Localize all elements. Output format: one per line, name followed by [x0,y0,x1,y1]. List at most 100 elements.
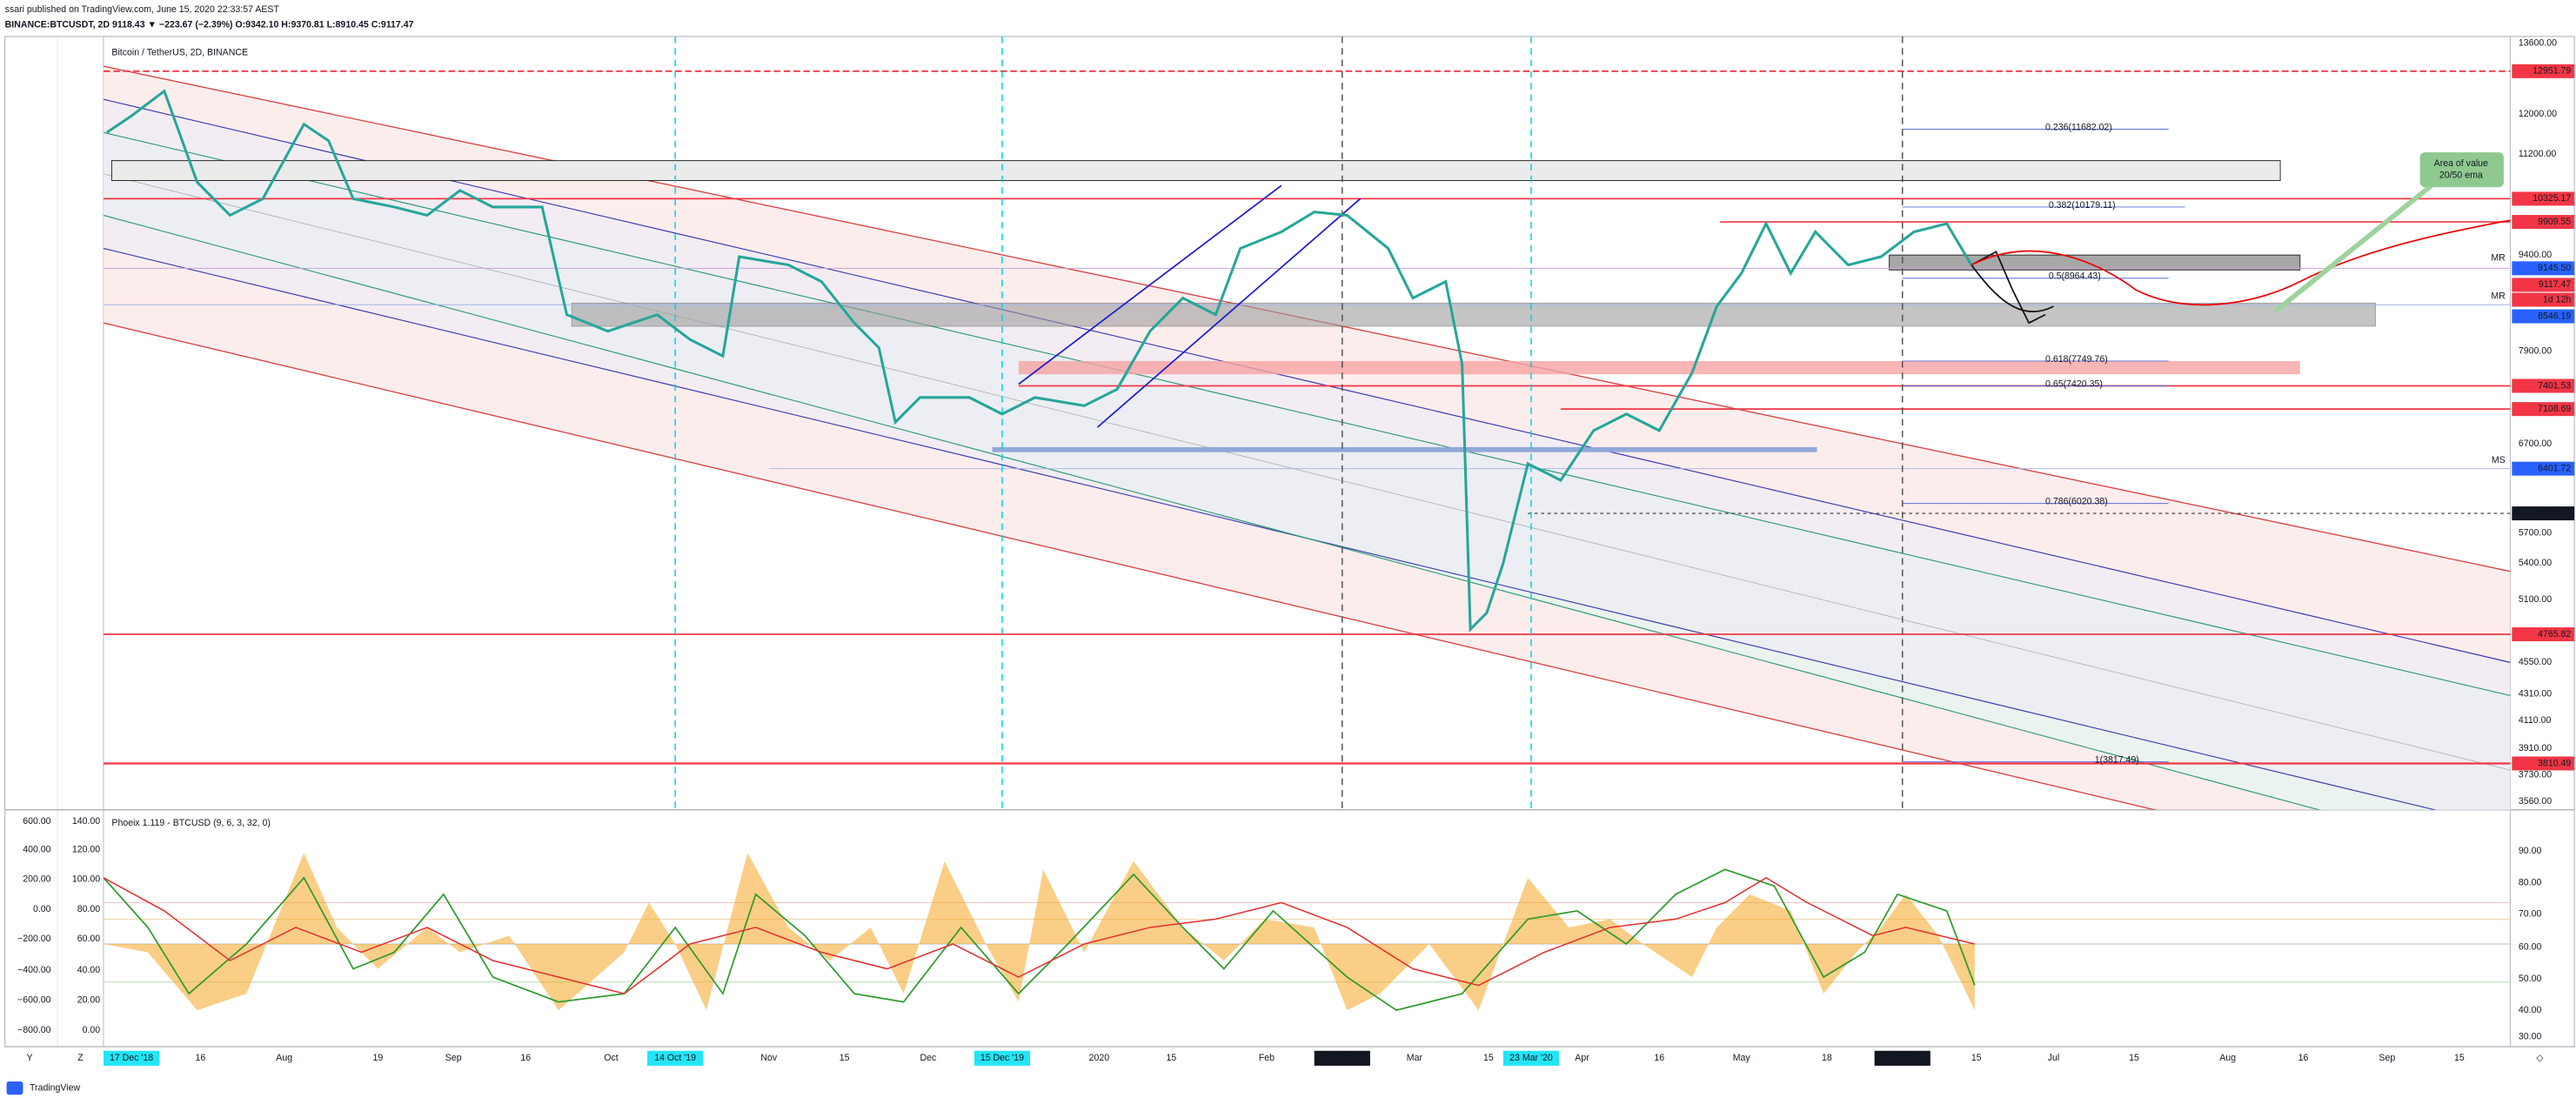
time-axis-label: 19 [372,1053,383,1063]
logo [6,1081,23,1095]
price-axis-label: 5100.00 [2519,594,2552,605]
settings-icon[interactable]: ◇ [2536,1053,2544,1063]
toolbar-button[interactable]: Y [26,1053,32,1063]
price-tag [2512,215,2575,230]
price-tag [2512,191,2575,206]
price-tag-label: 10325.17 [2533,193,2571,204]
toolbar-button[interactable]: Z [77,1053,84,1063]
time-axis-label: Aug [2219,1053,2236,1063]
indicator-axis-label: 0.00 [83,1025,101,1035]
time-axis-label: 15 [1167,1053,1177,1063]
price-tag [2512,506,2575,521]
channel-line [103,322,2158,810]
time-axis-label: 15 [2454,1053,2465,1063]
time-axis-label: Feb [1259,1053,1275,1063]
price-axis-label: 4110.00 [2519,715,2552,726]
indicator-axis-label: 20.00 [77,994,101,1005]
price-tag [2512,261,2575,276]
price-tag-label: 8546.19 [2538,311,2571,321]
time-highlight [103,1050,160,1066]
price-axis-label: 5700.00 [2519,528,2552,539]
price-candles [105,89,1973,633]
price-tag-label: 3810.49 [2538,758,2571,768]
ema-projection [1970,219,2511,306]
price-tag [2512,756,2575,771]
price-axis-label: 9400.00 [2519,250,2552,260]
zone [1889,254,2301,271]
zone [571,302,2376,327]
indicator-axis-label: 50.00 [2519,974,2542,984]
price-tag-label: 5937.58 [2538,508,2571,519]
price-axis-label: 11200.00 [2519,149,2556,159]
fib-label: 0.786(6020.38) [2045,497,2108,507]
indicator-axis-label: 80.00 [2519,877,2542,887]
price-axis-label: 5400.00 [2519,558,2552,568]
time-axis-label: 17 Dec '18 [110,1053,153,1063]
time-axis-label: 18 [1822,1053,1832,1063]
time-axis-label: 16 [520,1053,531,1063]
time-axis-label: 15 Dec '19 [980,1053,1024,1063]
time-axis-label: Sep [2379,1053,2395,1063]
price-axis-label: 7900.00 [2519,345,2552,356]
annotation-arrow [2273,183,2433,314]
price-tag [2512,402,2575,417]
price-tag [2512,309,2575,324]
indicator-axis-label: 100.00 [72,874,100,885]
fib-label: 0.382(10179.11) [2049,200,2116,211]
price-tag-label: 9909.55 [2538,217,2571,227]
time-axis-label: 23 Mar '20 [1509,1053,1553,1063]
level-marker: MR [2491,253,2506,264]
time-axis-label: 15 [1971,1053,1982,1063]
price-tag-label: 6401.72 [2538,463,2571,473]
indicator-axis-label: 40.00 [77,965,101,975]
price-tag [2512,461,2575,476]
main-pane [103,36,2511,810]
time-highlight [647,1050,704,1066]
indicator-title: Phoeix 1.119 - BTCUSD (9, 6, 3, 32, 0) [111,818,270,828]
indicator-axis-label: −600.00 [17,994,51,1005]
publisher: ssari published on TradingView.com, June… [5,4,280,15]
price-tag [2512,292,2575,307]
time-axis-label: Nov [760,1053,777,1063]
indicator-axis-label: 60.00 [2519,942,2542,953]
price-axis-label: 3560.00 [2519,796,2552,807]
time-axis-label: 01 Jun '20 [1882,1053,1924,1063]
indicator-pane [103,853,2511,1012]
indicator-axis-label: 90.00 [2519,846,2542,856]
indicator-axis-label: 140.00 [72,816,100,827]
time-axis-label: Jul [2048,1053,2060,1063]
price-axis-label: 4310.00 [2519,688,2552,699]
fib-label: 0.618(7749.76) [2045,354,2108,365]
indicator-axis-label: 0.00 [33,904,51,914]
annotation-box [2419,152,2504,188]
fib-label: 0.65(7420.35) [2045,378,2103,389]
indicator-axis-label: −200.00 [17,934,51,944]
price-tag [2512,627,2575,642]
symbol-line: BINANCE:BTCUSDT, 2D 9118.43 ▼ −223.67 (−… [5,19,414,30]
channel-line [103,131,2511,697]
level-marker: MR [2491,291,2506,301]
fib-label: 1(3817.49) [2095,754,2139,765]
time-highlight [1502,1050,1560,1066]
indicator-axis-label: 60.00 [77,934,101,944]
time-axis-label: Dec [920,1053,937,1063]
time-axis-label: Oct [604,1053,618,1063]
fib-label: 0.5(8964.43) [2049,271,2101,282]
price-tag-label: 12951.79 [2533,66,2571,77]
time-axis-label: 2020 [1089,1053,1110,1063]
time-axis-label: Aug [276,1053,292,1063]
vertical-markers [674,36,1904,810]
annotation: Area of value [2434,158,2488,169]
channel-line [103,214,2321,810]
footer: TradingView [30,1082,80,1093]
price-tag-label: 9117.47 [2539,279,2572,290]
price-tag [2512,378,2575,393]
time-highlight [974,1050,1031,1066]
time-axis-label: May [1733,1053,1751,1063]
time-axis-label: Apr [1575,1053,1589,1063]
zone [110,160,2281,181]
indicator-axis-label: 600.00 [23,816,50,827]
annotation: 20/50 ema [2439,171,2483,181]
price-axis-label: 3730.00 [2519,770,2552,780]
